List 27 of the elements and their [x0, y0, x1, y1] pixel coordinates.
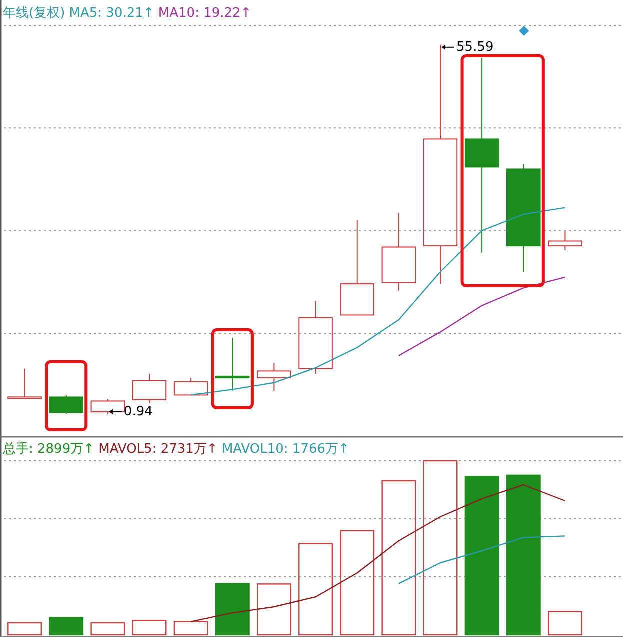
bar	[340, 530, 375, 636]
bar	[464, 476, 500, 636]
candlestick	[216, 338, 250, 392]
bar	[298, 543, 334, 636]
bar	[8, 622, 42, 636]
text: MAVOL5: 2731万↑	[98, 442, 222, 457]
bar	[49, 617, 84, 636]
bar	[423, 460, 458, 636]
text: MA10: 19.22↑	[158, 6, 252, 21]
text: 年线(复权)	[3, 6, 70, 21]
bar	[215, 583, 250, 636]
bar	[382, 480, 416, 636]
bar	[548, 611, 582, 636]
candlestick	[257, 362, 292, 392]
text: MAVOL10: 1766万↑	[222, 442, 350, 457]
bar	[506, 474, 541, 636]
text: 总手: 2899万↑	[2, 442, 99, 457]
candlestick	[382, 212, 416, 292]
annotation: 0.94	[124, 404, 153, 420]
text: MA5: 30.21↑	[69, 6, 158, 21]
bar	[256, 584, 292, 636]
annotation: 55.59	[456, 40, 494, 55]
bar	[174, 621, 208, 636]
bar	[90, 622, 126, 636]
candlestick	[423, 44, 458, 285]
bar	[132, 620, 167, 636]
candlestick	[464, 58, 500, 254]
